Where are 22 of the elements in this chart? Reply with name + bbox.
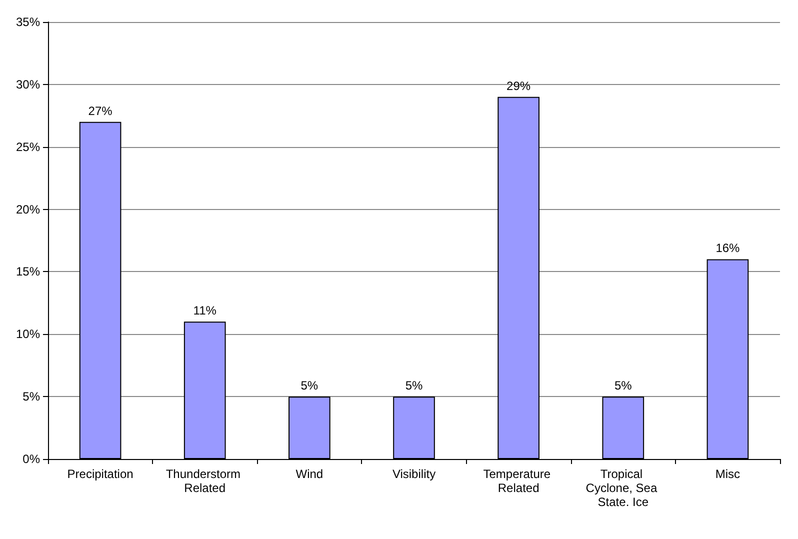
x-tick-label: Temperature Related <box>483 467 554 495</box>
x-tick-label: Tropical Cyclone, Sea State. Ice <box>586 467 660 509</box>
x-tick-label: Precipitation <box>67 467 134 481</box>
y-tick-label: 25% <box>16 140 40 154</box>
y-tick-label: 20% <box>16 202 40 216</box>
data-label: 29% <box>506 78 531 93</box>
y-tick-label: 5% <box>22 390 40 404</box>
x-tick-label: Wind <box>296 467 324 481</box>
data-label: 27% <box>88 104 113 118</box>
y-tick-label: 15% <box>16 264 40 279</box>
y-tick-label: 0% <box>22 452 40 466</box>
x-tick-label: Thunderstorm Related <box>166 467 244 495</box>
data-label: 5% <box>614 378 632 393</box>
y-tick-label: 30% <box>16 77 40 92</box>
x-tick-label: Misc <box>715 467 740 481</box>
data-label: 11% <box>193 304 217 318</box>
x-tick-label: Visibility <box>392 467 436 481</box>
data-label: 5% <box>405 378 423 393</box>
y-tick-label: 35% <box>16 15 40 29</box>
data-label: 16% <box>716 241 740 256</box>
y-tick-label: 10% <box>16 327 40 342</box>
data-label: 5% <box>300 378 318 393</box>
